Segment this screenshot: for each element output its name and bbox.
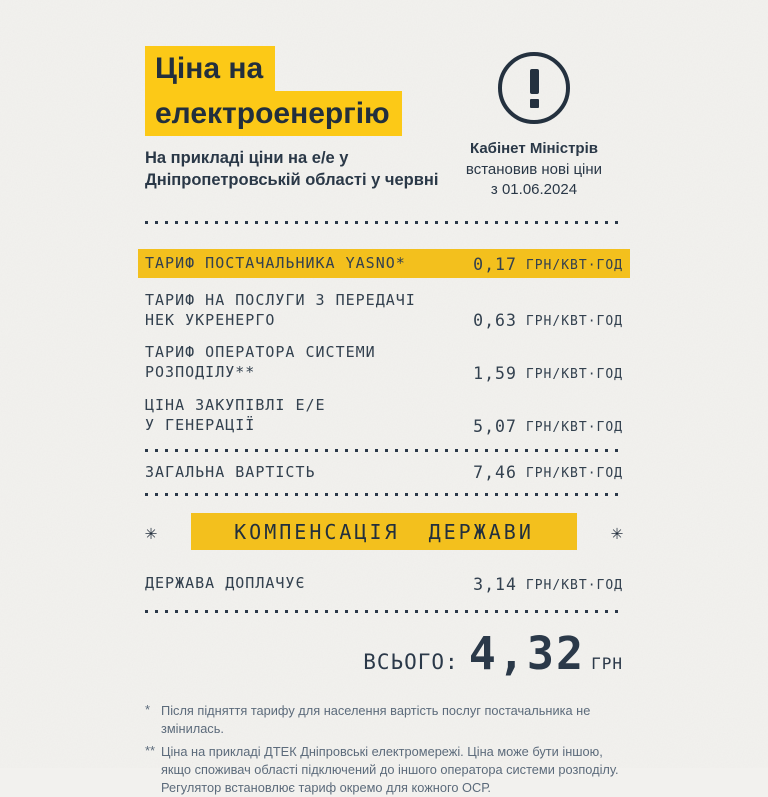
infographic-page: Ціна на електроенергію На прикладі ціни … bbox=[138, 0, 630, 797]
notice-text: Кабінет Міністрів встановив нові ціни з … bbox=[466, 139, 602, 201]
grand-total-row: ВСЬОГО: 4,32 ГРН bbox=[145, 627, 623, 680]
row-label: ТАРИФ ОПЕРАТОРА СИСТЕМИ РОЗПОДІЛУ** bbox=[145, 343, 376, 382]
total-cost-row: ЗАГАЛЬНА ВАРТІСТЬ 7,46 ГРН/КВТ·ГОД bbox=[145, 463, 623, 483]
compensation-banner-label: КОМПЕНСАЦІЯ ДЕРЖАВИ bbox=[191, 513, 577, 551]
row-value: 0,17 bbox=[473, 254, 517, 274]
page-title-line2: електроенергію bbox=[145, 91, 402, 136]
notice-block: Кабінет Міністрів встановив нові ціни з … bbox=[445, 46, 623, 201]
footnote-text: Після підняття тарифу для населення варт… bbox=[161, 703, 591, 737]
row-label: ТАРИФ ПОСТАЧАЛЬНИКА YASNO* bbox=[145, 254, 406, 273]
header: Ціна на електроенергію На прикладі ціни … bbox=[145, 46, 623, 201]
row-unit: ГРН/КВТ·ГОД bbox=[525, 367, 623, 383]
tariff-row-generation: ЦІНА ЗАКУПІВЛІ Е/Е У ГЕНЕРАЦІЇ 5,07 ГРН/… bbox=[145, 396, 623, 436]
row-value: 1,59 bbox=[473, 364, 517, 384]
exclamation-dot bbox=[529, 98, 539, 108]
header-title-block: Ціна на електроенергію На прикладі ціни … bbox=[145, 46, 445, 201]
row-unit: ГРН/КВТ·ГОД bbox=[525, 419, 623, 435]
grand-total-label: ВСЬОГО: bbox=[363, 650, 459, 675]
notice-line3: з 01.06.2024 bbox=[490, 181, 578, 199]
tariff-rows: ТАРИФ ПОСТАЧАЛЬНИКА YASNO* 0,17 ГРН/КВТ·… bbox=[138, 249, 630, 436]
exclamation-icon bbox=[498, 52, 570, 124]
footnote-marker: * bbox=[145, 702, 151, 718]
grand-total-unit: ГРН bbox=[591, 654, 623, 674]
notice-line2: встановив нові ціни bbox=[465, 160, 603, 178]
row-value: 3,14 bbox=[473, 575, 517, 595]
tariff-row-distribution: ТАРИФ ОПЕРАТОРА СИСТЕМИ РОЗПОДІЛУ** 1,59… bbox=[145, 343, 623, 383]
row-unit: ГРН/КВТ·ГОД bbox=[525, 578, 623, 594]
dotted-separator bbox=[145, 610, 623, 614]
tariff-row-supplier: ТАРИФ ПОСТАЧАЛЬНИКА YASNO* 0,17 ГРН/КВТ·… bbox=[138, 249, 630, 278]
footnote-supplier: * Після підняття тарифу для населення ва… bbox=[145, 702, 623, 738]
row-value: 5,07 bbox=[473, 416, 517, 436]
row-value: 0,63 bbox=[473, 311, 517, 331]
row-unit: ГРН/КВТ·ГОД bbox=[525, 466, 623, 482]
asterisk-icon: ✳ bbox=[610, 519, 623, 544]
tariff-row-transmission: ТАРИФ НА ПОСЛУГИ З ПЕРЕДАЧІ НЕК УКРЕНЕРГ… bbox=[145, 291, 623, 331]
dotted-separator bbox=[145, 448, 623, 452]
row-label: ДЕРЖАВА ДОПЛАЧУЄ bbox=[145, 574, 306, 593]
state-subsidy-row: ДЕРЖАВА ДОПЛАЧУЄ 3,14 ГРН/КВТ·ГОД bbox=[145, 574, 623, 594]
footnotes: * Після підняття тарифу для населення ва… bbox=[145, 702, 623, 797]
exclamation-bar bbox=[529, 68, 539, 94]
footnote-text: Ціна на прикладі ДТЕК Дніпровські електр… bbox=[161, 743, 619, 795]
dotted-separator bbox=[145, 221, 623, 225]
asterisk-icon: ✳ bbox=[145, 519, 158, 544]
row-value: 7,46 bbox=[473, 463, 517, 483]
compensation-banner: ✳ КОМПЕНСАЦІЯ ДЕРЖАВИ ✳ bbox=[145, 513, 623, 551]
page-subtitle: На прикладі ціни на е/е у Дніпропетровсь… bbox=[145, 149, 439, 189]
row-label: ЦІНА ЗАКУПІВЛІ Е/Е У ГЕНЕРАЦІЇ bbox=[145, 396, 326, 434]
row-label: ТАРИФ НА ПОСЛУГИ З ПЕРЕДАЧІ НЕК УКРЕНЕРГ… bbox=[145, 290, 416, 329]
grand-total-value: 4,32 bbox=[468, 627, 586, 681]
row-label: ЗАГАЛЬНА ВАРТІСТЬ bbox=[145, 462, 316, 481]
notice-line1: Кабінет Міністрів bbox=[470, 140, 598, 157]
footnote-marker: ** bbox=[145, 742, 156, 758]
dotted-separator bbox=[145, 493, 623, 497]
page-title-line1: Ціна на bbox=[145, 46, 276, 91]
footnote-distribution: ** Ціна на прикладі ДТЕК Дніпровські еле… bbox=[145, 743, 623, 797]
row-unit: ГРН/КВТ·ГОД bbox=[525, 257, 623, 273]
row-unit: ГРН/КВТ·ГОД bbox=[525, 314, 623, 330]
